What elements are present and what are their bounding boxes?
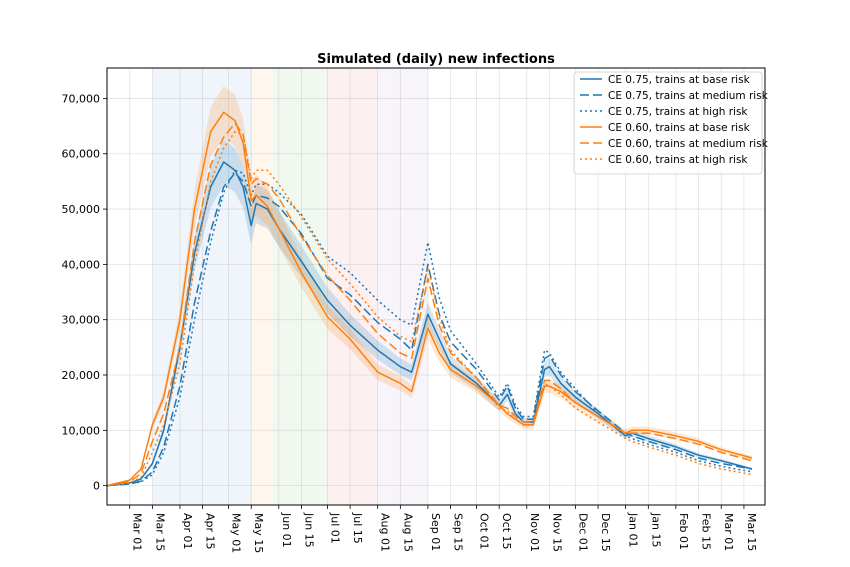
series-line xyxy=(106,172,753,487)
x-tick-label: Oct 15 xyxy=(500,513,513,550)
y-tick-label: 40,000 xyxy=(62,258,101,271)
x-tick-label: Apr 01 xyxy=(181,513,194,550)
shaded-periods xyxy=(152,68,428,505)
y-tick-label: 60,000 xyxy=(62,148,101,161)
series-line xyxy=(106,111,753,487)
x-tick-label: Dec 01 xyxy=(576,513,589,552)
y-tick-label: 50,000 xyxy=(62,203,101,216)
x-tick-label: Aug 01 xyxy=(379,513,392,552)
shaded-period-2 xyxy=(251,68,273,505)
legend-box xyxy=(573,71,763,175)
series-line xyxy=(106,130,753,487)
legend: CE 0.75, trains at base risk CE 0.75, tra… xyxy=(573,71,769,175)
x-tick-label: Nov 15 xyxy=(550,513,563,552)
y-axis: 0 10,000 20,000 30,000 40,000 50,000 60,000 70,… xyxy=(62,92,107,493)
x-tick-label: Mar 15 xyxy=(153,513,166,551)
series-line xyxy=(106,161,753,487)
series-lines xyxy=(106,111,753,487)
series-line xyxy=(106,169,753,487)
x-tick-label: Jan 01 xyxy=(627,512,640,547)
series-line xyxy=(106,122,753,487)
x-tick-label: Jun 01 xyxy=(280,512,293,548)
x-tick-label: May 15 xyxy=(252,513,265,553)
plot-frame xyxy=(106,67,766,506)
x-tick-label: May 01 xyxy=(230,513,243,553)
legend-label: CE 0.60, trains at medium risk xyxy=(608,138,769,150)
x-tick-label: Aug 15 xyxy=(401,513,414,552)
x-tick-label: Mar 15 xyxy=(745,513,758,551)
x-tick-label: Jun 15 xyxy=(302,512,315,548)
legend-label: CE 0.75, trains at medium risk xyxy=(608,90,769,102)
legend-label: CE 0.75, trains at high risk xyxy=(608,106,748,118)
legend-label: CE 0.75, trains at base risk xyxy=(608,74,751,86)
y-tick-label: 10,000 xyxy=(62,424,101,437)
x-tick-label: Feb 01 xyxy=(677,513,690,550)
chart-title: Simulated (daily) new infections xyxy=(317,52,555,67)
y-tick-label: 30,000 xyxy=(62,314,101,327)
x-tick-label: Jul 15 xyxy=(351,512,364,544)
confidence-bands xyxy=(107,86,752,486)
x-tick-label: Apr 15 xyxy=(204,513,217,550)
y-tick-label: 20,000 xyxy=(62,369,101,382)
shaded-period-5 xyxy=(377,68,428,505)
y-tick-label: 70,000 xyxy=(62,92,101,105)
confidence-band xyxy=(107,139,752,486)
y-tick-label: 0 xyxy=(93,480,100,493)
x-tick-label: Jul 01 xyxy=(328,512,341,544)
x-tick-label: Mar 01 xyxy=(131,513,144,551)
legend-label: CE 0.60, trains at base risk xyxy=(608,122,751,134)
x-tick-label: Mar 01 xyxy=(722,513,735,551)
x-tick-label: Sep 15 xyxy=(452,513,465,551)
legend-label: CE 0.60, trains at high risk xyxy=(608,154,748,166)
x-tick-label: Nov 01 xyxy=(528,513,541,552)
x-tick-label: Jan 15 xyxy=(649,512,662,547)
x-tick-label: Sep 01 xyxy=(429,513,442,551)
x-tick-label: Feb 15 xyxy=(700,513,713,550)
x-tick-label: Oct 01 xyxy=(478,513,491,550)
x-tick-label: Dec 15 xyxy=(599,513,612,552)
shaded-period-1 xyxy=(152,68,252,505)
x-axis: Mar 01 Mar 15 Apr 01 Apr 15 May 01 May 15 Jun … xyxy=(129,505,758,553)
